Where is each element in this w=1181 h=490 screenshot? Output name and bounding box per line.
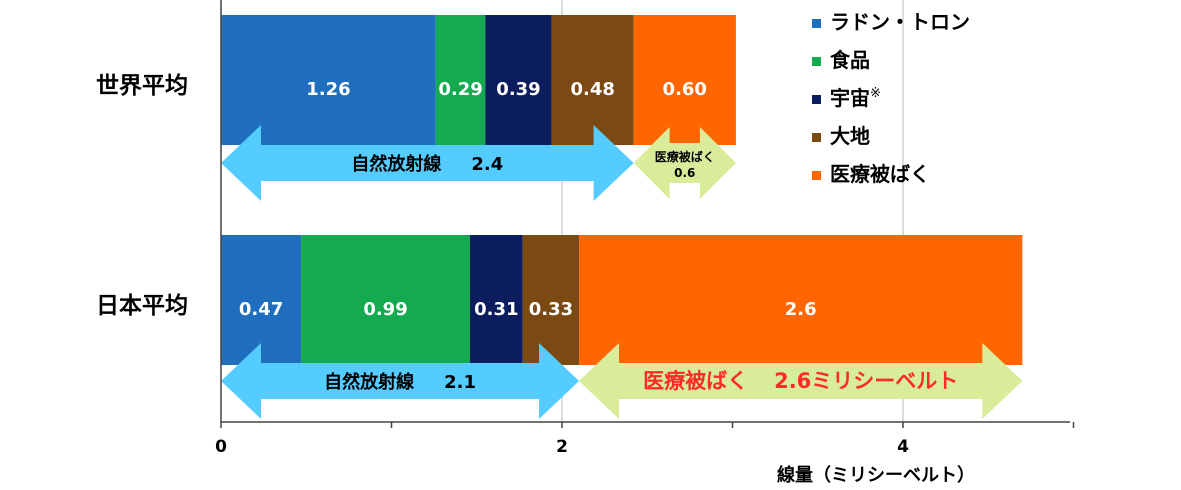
legend-entry: 医療被ばく	[830, 162, 930, 186]
bar-value-label: 0.48	[570, 79, 614, 100]
arrow-label: 医療被ばく	[655, 149, 715, 164]
arrow-value: 0.6	[674, 166, 695, 180]
arrow-label: 医療被ばく 2.6ミリシーベルト	[643, 369, 958, 393]
bar-segment	[485, 15, 552, 145]
legend-entry: 宇宙※	[830, 86, 881, 110]
bar-value-label: 1.26	[306, 79, 350, 100]
bar-value-label: 0.60	[663, 79, 707, 100]
stacked-bars: 1.26 0.29 0.39 0.48 0.60 0.47 0.99 0.31 0.33 2.6	[221, 15, 1023, 365]
arrow-label-value: 2.1	[444, 372, 476, 393]
bar-value-label: 0.33	[529, 299, 573, 320]
arrow-label: 自然放射線 2.1	[324, 371, 476, 393]
bar-value-label: 2.6	[785, 299, 817, 320]
legend-entry: 大地	[830, 124, 870, 148]
arrow-label: 自然放射線 2.4	[351, 153, 503, 175]
legend-entry: ラドン・トロン	[830, 10, 970, 34]
legend-swatch	[812, 57, 821, 66]
range-arrows: 自然放射線 2.4 医療被ばく 0.6 自然放射線 2.1 医療被ばく 2.6ミリシーベルト	[221, 125, 1023, 419]
bar-segment	[551, 15, 634, 145]
x-axis-label: 線量（ミリシーベルト）	[777, 464, 975, 486]
arrow-label-value: 2.4	[471, 154, 503, 175]
bar-segment	[633, 15, 736, 145]
bar-value-label: 0.39	[496, 79, 540, 100]
x-axis: 線量（ミリシーベルト） 0 2 4	[215, 0, 1075, 486]
legend-entry-name: ラドン・トロン	[830, 10, 970, 34]
legend-entry-name: 大地	[830, 124, 870, 148]
legend-entry-name: 医療被ばく	[830, 162, 930, 186]
range-arrow	[579, 343, 1023, 419]
bar-value-label: 0.47	[239, 299, 283, 320]
x-tick-label: 0	[215, 437, 227, 457]
bar-segment	[435, 15, 486, 145]
legend-swatch	[812, 171, 821, 180]
bar-value-label: 0.99	[363, 299, 407, 320]
arrow-label-value: 2.6ミリシーベルト	[774, 369, 958, 393]
bar-segment	[221, 235, 302, 365]
legend-swatch	[812, 95, 821, 104]
bar-value-label: 0.29	[438, 79, 482, 100]
legend-entry-name: 宇宙	[830, 86, 870, 110]
bar-segment	[469, 235, 523, 365]
arrow-label-name: 自然放射線	[351, 153, 441, 175]
arrow-label-name: 自然放射線	[324, 371, 414, 393]
legend-entry: 食品	[830, 48, 870, 72]
range-arrow	[633, 127, 736, 199]
arrow-label-name: 医療被ばく	[643, 369, 748, 393]
category-label: 世界平均	[96, 72, 188, 99]
bar-segment	[522, 235, 580, 365]
bar-segment	[579, 235, 1023, 365]
category-label: 日本平均	[96, 292, 188, 319]
bar-value-label: 0.31	[474, 299, 518, 320]
legend-swatch	[812, 19, 821, 28]
legend-swatch	[812, 133, 821, 142]
legend-entry-name: 食品	[830, 48, 870, 72]
bar-segment	[221, 15, 436, 145]
x-tick-label: 2	[556, 437, 568, 457]
x-tick-label: 4	[897, 437, 909, 457]
range-arrow	[221, 125, 634, 201]
range-arrow	[221, 343, 580, 419]
bar-segment	[301, 235, 470, 365]
legend-footnote-mark: ※	[870, 86, 881, 101]
